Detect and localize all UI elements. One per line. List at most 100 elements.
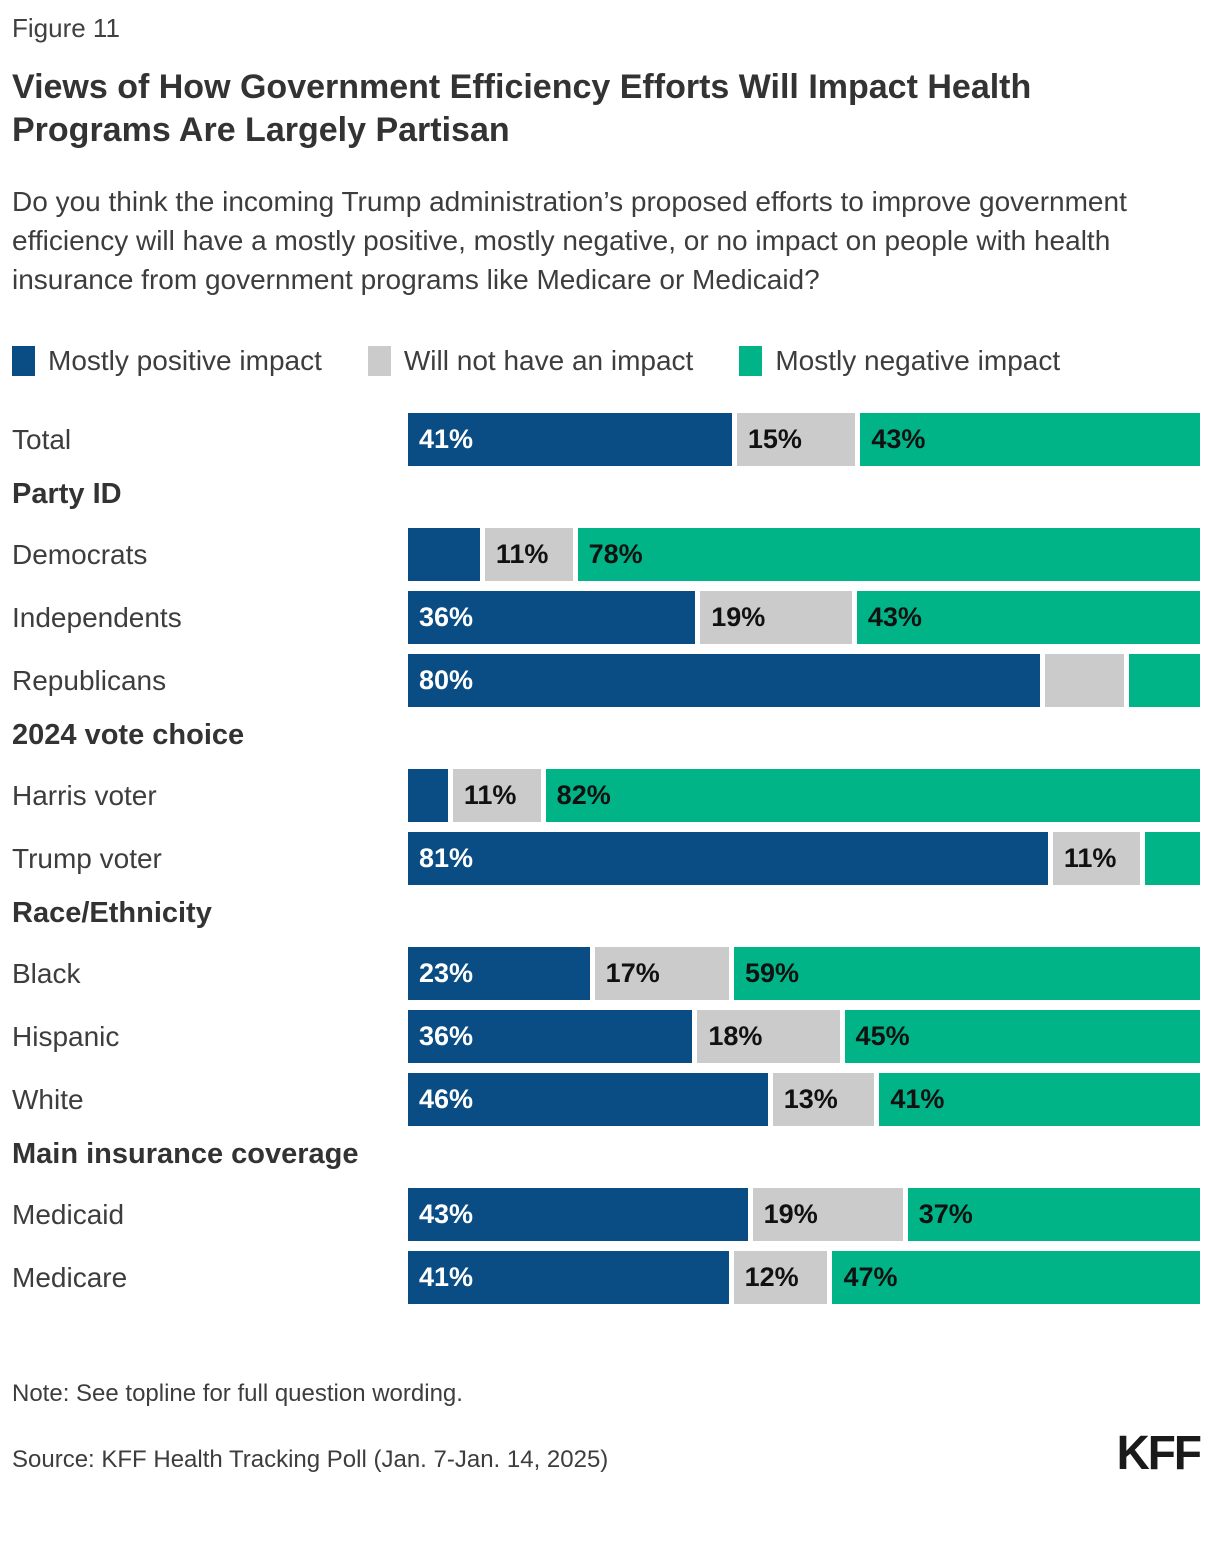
source-text: Source: KFF Health Tracking Poll (Jan. 7… [12, 1445, 609, 1473]
legend-item-no-impact: Will not have an impact [367, 345, 694, 377]
row-label: Harris voter [12, 779, 157, 811]
stacked-bar: 41% 12% 47% [408, 1251, 1201, 1305]
bar-segment-positive: 36% [408, 1010, 693, 1064]
chart-footer: Note: See topline for full question word… [12, 1380, 1202, 1480]
bar-value-label: 11% [463, 780, 517, 811]
stacked-bar: 81% 11% [408, 832, 1200, 886]
chart-legend: Mostly positive impact Will not have an … [12, 345, 1200, 377]
bar-segment-negative: 45% [844, 1010, 1200, 1064]
bar-segment-positive: 46% [408, 1073, 768, 1127]
legend-swatch-positive-icon [12, 346, 35, 377]
bar-segment-no-impact: 12% [733, 1251, 828, 1305]
bar-value-label: 23% [419, 958, 474, 989]
row-label: Republicans [12, 664, 167, 696]
bar-segment-positive [408, 769, 448, 823]
legend-swatch-negative-icon [739, 346, 763, 377]
stacked-bar: 43% 19% 37% [408, 1188, 1200, 1242]
survey-question-text: Do you think the incoming Trump administ… [12, 185, 1127, 295]
bar-value-label: 41% [890, 1084, 945, 1115]
bar-segment-negative: 59% [733, 947, 1200, 1001]
section-header: Main insurance coverage [12, 1138, 359, 1171]
chart-row: Independents 36% 19% 43% [12, 591, 1200, 645]
bar-segment-negative [1144, 832, 1200, 886]
section-header: Party ID [12, 478, 122, 511]
bar-segment-no-impact: 19% [752, 1188, 903, 1242]
row-label: Medicare [12, 1261, 128, 1293]
bar-value-label: 37% [918, 1199, 973, 1230]
bar-value-label: 36% [419, 1021, 474, 1052]
bar-value-label: 41% [419, 424, 474, 455]
bar-value-label: 12% [744, 1262, 799, 1293]
bar-value-label: 80% [419, 665, 474, 696]
kff-logo: KFF [1116, 1424, 1202, 1480]
bar-value-label: 59% [744, 958, 799, 989]
legend-item-negative: Mostly negative impact [739, 345, 1060, 377]
bar-value-label: 11% [1063, 843, 1117, 874]
chart-row: Medicare 41% 12% 47% [12, 1251, 1201, 1305]
chart-row: Total 41% 15% 43% [12, 413, 1200, 467]
bar-value-label: 43% [867, 602, 922, 633]
row-label: Democrats [12, 538, 148, 570]
chart-row: Hispanic 36% 18% 45% [12, 1010, 1200, 1064]
bar-segment-negative: 43% [856, 591, 1200, 645]
bar-value-label: 41% [419, 1262, 474, 1293]
bar-segment-negative: 82% [545, 769, 1200, 823]
stacked-bar: 80% [408, 654, 1200, 708]
bar-value-label: 47% [843, 1262, 898, 1293]
bar-value-label: 18% [708, 1021, 763, 1052]
stacked-bar: 23% 17% 59% [408, 947, 1200, 1001]
bar-segment-no-impact: 15% [736, 413, 856, 467]
chart-row: White 46% 13% 41% [12, 1073, 1200, 1127]
bar-segment-negative: 47% [832, 1251, 1201, 1305]
bar-segment-positive [408, 528, 480, 582]
legend-item-positive: Mostly positive impact [12, 345, 322, 377]
stacked-bar: 41% 15% 43% [408, 413, 1200, 467]
bar-value-label: 19% [711, 602, 766, 633]
legend-label-negative: Mostly negative impact [775, 345, 1061, 377]
bar-segment-negative [1128, 654, 1200, 708]
bar-value-label: 82% [556, 780, 611, 811]
bar-segment-no-impact: 18% [697, 1010, 840, 1064]
bar-value-label: 19% [763, 1199, 818, 1230]
bar-segment-positive: 36% [408, 591, 696, 645]
bar-value-label: 81% [419, 843, 474, 874]
row-label: Trump voter [12, 842, 162, 874]
bar-value-label: 13% [783, 1084, 838, 1115]
bar-value-label: 17% [605, 958, 660, 989]
bar-segment-positive: 43% [408, 1188, 748, 1242]
bar-segment-positive: 41% [408, 1251, 729, 1305]
bar-value-label: 43% [419, 1199, 474, 1230]
stacked-bar: 11% 82% [408, 769, 1200, 823]
chart-row: Black 23% 17% 59% [12, 947, 1200, 1001]
chart-row: Trump voter 81% 11% [12, 832, 1200, 886]
bar-segment-no-impact [1044, 654, 1124, 708]
chart-rows: Total 41% 15% 43% Party ID Democrats 11% 78% Ind… [12, 413, 1201, 1305]
stacked-bar: 11% 78% [408, 528, 1200, 582]
bar-value-label: 78% [588, 539, 643, 570]
bar-segment-no-impact: 11% [1052, 832, 1140, 886]
bar-segment-negative: 41% [879, 1073, 1200, 1127]
row-label: Medicaid [12, 1198, 125, 1230]
legend-swatch-no-impact-icon [367, 346, 391, 377]
bar-segment-no-impact: 11% [452, 769, 541, 823]
bar-value-label: 11% [495, 539, 549, 570]
chart-row: Democrats 11% 78% [12, 528, 1200, 582]
legend-label-no-impact: Will not have an impact [403, 345, 694, 377]
section-header: Race/Ethnicity [12, 897, 212, 930]
bar-segment-negative: 43% [860, 413, 1200, 467]
bar-segment-positive: 41% [408, 413, 732, 467]
bar-segment-negative: 78% [577, 528, 1200, 582]
chart-row: Medicaid 43% 19% 37% [12, 1188, 1200, 1242]
bar-value-label: 15% [747, 424, 802, 455]
row-label: Total [12, 423, 72, 455]
bar-value-label: 36% [419, 602, 474, 633]
chart-title: Views of How Government Efficiency Effor… [12, 67, 1032, 149]
bar-segment-no-impact: 17% [594, 947, 729, 1001]
bar-value-label: 43% [871, 424, 926, 455]
bar-value-label: 46% [419, 1084, 474, 1115]
bar-segment-positive: 23% [408, 947, 590, 1001]
bar-segment-negative: 37% [907, 1188, 1200, 1242]
bar-segment-positive: 81% [408, 832, 1048, 886]
figure-label: Figure 11 [12, 13, 120, 43]
chart-row: Republicans 80% [12, 654, 1200, 708]
